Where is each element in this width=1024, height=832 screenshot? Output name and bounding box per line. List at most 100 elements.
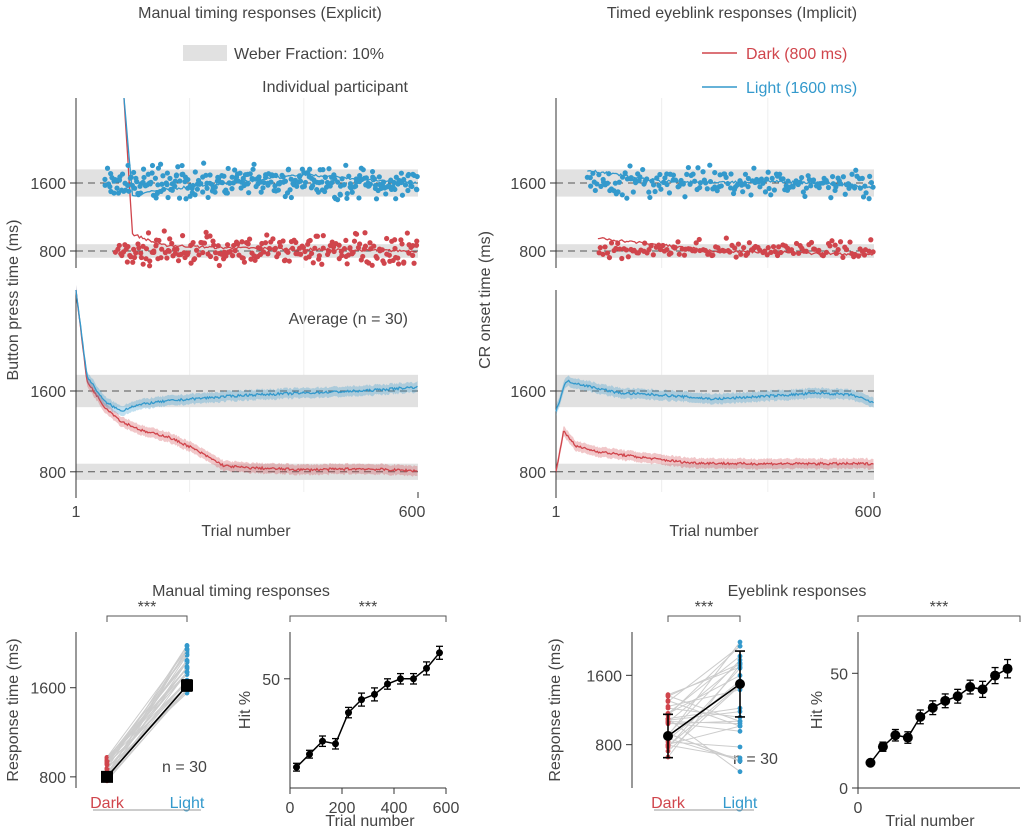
- dark-point: [213, 255, 219, 262]
- light-point: [684, 171, 690, 177]
- light-point: [245, 181, 251, 187]
- dark-point: [133, 250, 139, 256]
- x-tick-label: 600: [433, 800, 460, 817]
- light-point: [730, 190, 737, 197]
- light-point: [169, 187, 175, 193]
- dark-point: [710, 252, 716, 258]
- light-point: [167, 175, 173, 181]
- dark-point: [264, 232, 270, 238]
- light-point: [307, 166, 313, 172]
- dark-point: [245, 241, 251, 247]
- hit-point: [965, 682, 976, 693]
- participant-line: [667, 707, 741, 720]
- dark-point: [196, 252, 202, 258]
- participant-line: [667, 737, 741, 761]
- participant-line: [667, 645, 741, 703]
- y-tick-label: 800: [519, 244, 546, 261]
- y-tick-label: 800: [39, 770, 66, 787]
- dark-point: [194, 247, 200, 253]
- participant-line: [667, 707, 741, 718]
- eyeblink-main-title: Timed eyeblink responses (Implicit): [607, 5, 857, 22]
- average-label: Average (n = 30): [289, 311, 408, 328]
- hit-line: [295, 652, 441, 768]
- x-tick-label: 200: [329, 800, 356, 817]
- light-point: [326, 166, 332, 172]
- dark-point: [401, 260, 407, 266]
- hit-point: [940, 695, 951, 706]
- dark-participant-point: [665, 705, 671, 711]
- dark-participant-point: [665, 693, 671, 699]
- light-point: [816, 185, 822, 191]
- dark-point: [339, 252, 345, 259]
- light-point: [853, 167, 859, 173]
- x-tick-label: 1: [72, 504, 81, 521]
- manual-trial-xlabel: Trial number: [201, 523, 291, 540]
- light-point: [302, 179, 309, 186]
- dark-point: [681, 252, 688, 258]
- dark-point: [320, 233, 326, 239]
- light-point: [636, 178, 642, 184]
- hit-line: [869, 668, 1008, 764]
- light-point: [237, 170, 243, 176]
- light-point: [805, 173, 811, 179]
- light-point: [152, 175, 159, 181]
- legend-weber-label: Weber Fraction: 10%: [234, 46, 384, 63]
- significance-bracket: [106, 615, 188, 622]
- dark-participant-point: [665, 698, 671, 704]
- light-point: [324, 179, 331, 186]
- light-point: [114, 185, 120, 191]
- dark-point: [608, 240, 615, 246]
- light-point: [272, 183, 278, 189]
- dark-point: [778, 249, 784, 256]
- light-participant-point: [184, 658, 190, 663]
- dark-point: [360, 253, 366, 260]
- light-point: [104, 165, 111, 171]
- dark-point: [381, 260, 387, 266]
- light-point: [159, 181, 165, 187]
- dark-point: [840, 254, 846, 260]
- mean-line: [106, 684, 188, 778]
- light-point: [140, 166, 147, 172]
- light-point: [369, 168, 376, 175]
- light-point: [859, 175, 865, 181]
- light-point: [392, 186, 398, 193]
- dark-point: [286, 258, 292, 264]
- dark-point: [617, 246, 623, 252]
- light-point: [319, 179, 325, 185]
- light-point: [399, 192, 406, 198]
- eyeblink-light-label: Light: [723, 795, 758, 812]
- light-point: [692, 178, 698, 184]
- dark-point: [353, 231, 360, 237]
- light-point: [414, 187, 420, 193]
- light-point: [177, 178, 183, 184]
- light-point: [155, 165, 162, 171]
- light-participant-point: [184, 665, 190, 670]
- hit-point: [306, 750, 313, 758]
- dark-point: [774, 252, 781, 259]
- hit-point: [952, 691, 963, 702]
- mean-line: [667, 683, 741, 737]
- dark-mean-marker: [663, 731, 673, 741]
- dark-point: [600, 251, 606, 257]
- dark-point: [371, 243, 377, 249]
- dark-point: [179, 233, 186, 239]
- dark-point: [216, 262, 222, 269]
- light-point: [275, 187, 281, 193]
- dark-point: [252, 257, 258, 263]
- light-point: [594, 181, 600, 187]
- light-point: [697, 184, 703, 191]
- light-point: [734, 182, 740, 188]
- dark-point: [721, 248, 727, 254]
- light-point: [757, 184, 763, 190]
- light-point: [670, 172, 677, 178]
- dark-point: [362, 243, 369, 249]
- dark-point: [399, 241, 405, 247]
- light-point: [704, 186, 710, 192]
- dark-point: [776, 244, 782, 250]
- dark-point: [314, 233, 321, 239]
- dark-point: [153, 243, 159, 249]
- light-point: [357, 172, 363, 179]
- dark-point: [138, 250, 144, 256]
- dark-point: [164, 255, 170, 261]
- light-point: [246, 190, 252, 196]
